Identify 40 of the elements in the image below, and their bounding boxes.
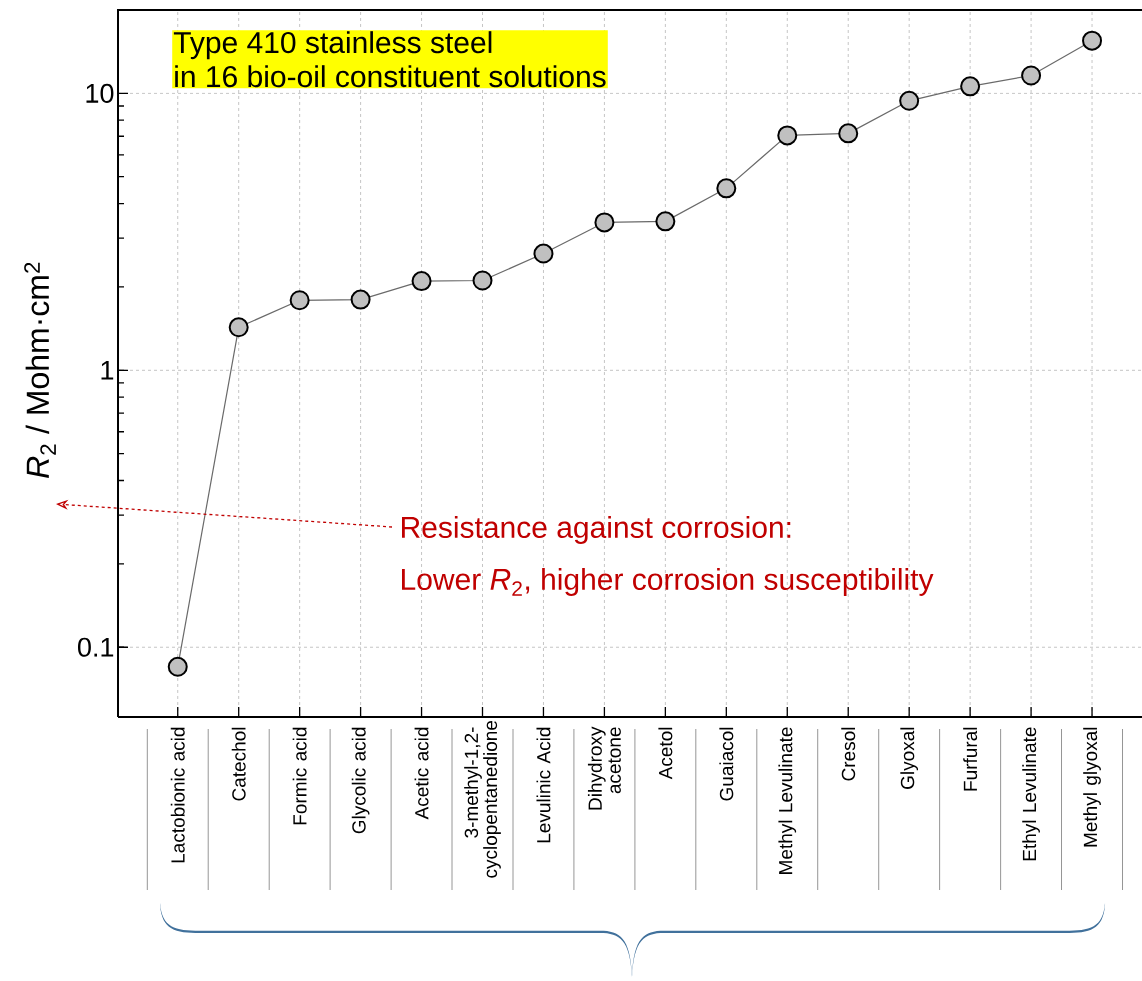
point bbox=[716, 178, 737, 199]
x-tick-label: Glyoxal bbox=[900, 727, 919, 789]
x-tick-label: Dihydroxy acetone bbox=[587, 726, 621, 810]
point bbox=[1082, 30, 1103, 51]
x-tick-label: Acetic acid bbox=[414, 727, 429, 820]
x-tick-label: Ethyl Levulinate bbox=[1022, 727, 1040, 861]
x-tick-label: Guaiacol bbox=[719, 727, 734, 801]
text: Type 410 stainless steel bbox=[173, 31, 492, 60]
point bbox=[533, 243, 554, 264]
point bbox=[594, 212, 615, 233]
point bbox=[228, 317, 249, 338]
x-tick-label: Acetol bbox=[658, 727, 673, 780]
annotation: Lower R$_{2}$, higher corrosion susceptibility bbox=[402, 568, 934, 596]
x-tick-label: Cresol bbox=[841, 727, 856, 781]
point bbox=[899, 90, 920, 111]
x-tick-label: Methyl Levulinate bbox=[778, 727, 797, 874]
x-tick-label: Catechol bbox=[231, 727, 246, 801]
point bbox=[777, 125, 798, 146]
point bbox=[472, 270, 493, 291]
point bbox=[960, 76, 981, 97]
x-tick-label: Formic acid bbox=[292, 727, 307, 825]
point bbox=[289, 290, 310, 311]
point bbox=[411, 271, 432, 292]
point bbox=[167, 656, 188, 677]
point bbox=[655, 211, 676, 232]
x-tick-label: Glycolic acid bbox=[351, 727, 370, 834]
x-tick-label: 3-methyl-1,2-cyclopentanedione bbox=[464, 720, 501, 878]
x-tick-label: Levulinic Acid bbox=[536, 727, 551, 843]
point bbox=[838, 123, 859, 144]
annotation: Resistance against corrosion: bbox=[402, 516, 791, 544]
y-tick-label: 10 bbox=[86, 83, 114, 103]
y-tick-label: 1 bbox=[101, 361, 114, 380]
y-tick-label: 0.1 bbox=[77, 637, 114, 657]
x-tick-label: Lactobionic acid bbox=[170, 727, 185, 863]
y-axis-title: R$_{2}$ / Mohm·cm$^{2}$ bbox=[24, 262, 56, 478]
x-tick-label: Methyl glyoxal bbox=[1083, 727, 1101, 847]
point bbox=[350, 289, 371, 310]
x-tick-label: Furfural bbox=[963, 727, 978, 791]
text: in 16 bio-oil constituent solutions bbox=[175, 65, 606, 88]
point bbox=[1021, 65, 1042, 86]
